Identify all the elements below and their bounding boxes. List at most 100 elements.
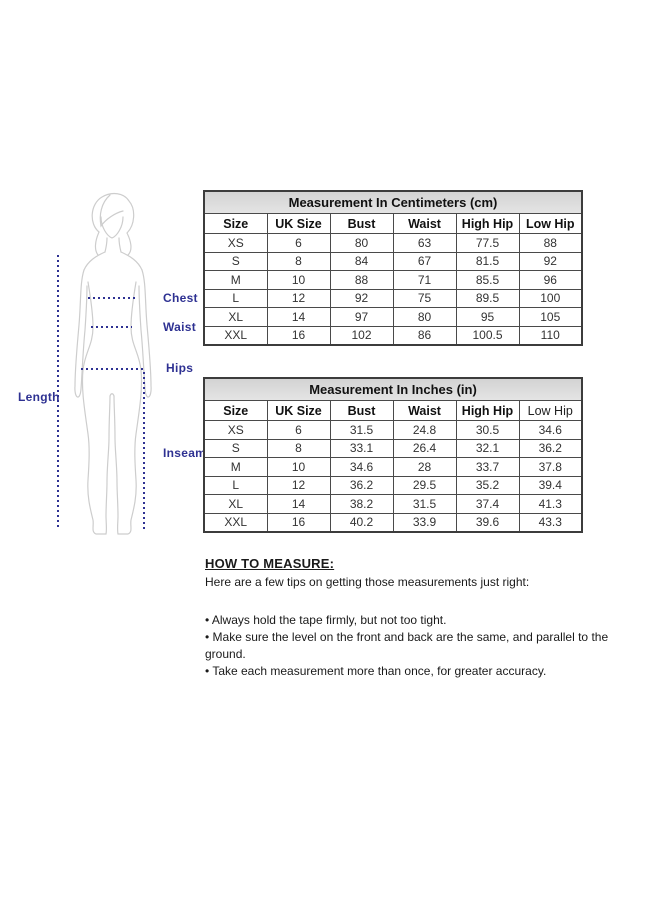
table-row: M 10 34.6 28 33.7 37.8: [203, 457, 583, 477]
column-header: UK Size: [266, 213, 331, 234]
table-cell: XXL: [203, 512, 268, 533]
measurement-tip: Make sure the level on the front and bac…: [205, 629, 645, 663]
table-cell: 102: [329, 325, 394, 346]
table-cell: XS: [203, 233, 268, 253]
column-header: Low Hip: [518, 213, 583, 234]
table-cell: 33.1: [329, 438, 394, 458]
length-label: Length: [18, 390, 60, 404]
cm-table-header-row: Size UK Size Bust Waist High Hip Low Hip: [203, 213, 583, 234]
column-header: Bust: [329, 400, 394, 421]
inches-table-title-row: Measurement In Inches (in): [203, 377, 583, 401]
measurement-tip: Always hold the tape firmly, but not too…: [205, 612, 645, 629]
table-row: XXL 16 102 86 100.5 110: [203, 325, 583, 346]
table-cell: L: [203, 475, 268, 495]
table-cell: 8: [266, 438, 331, 458]
table-row: XXL 16 40.2 33.9 39.6 43.3: [203, 512, 583, 533]
table-cell: 24.8: [392, 420, 457, 440]
table-cell: 100: [518, 288, 583, 308]
table-cell: 84: [329, 251, 394, 271]
column-header: High Hip: [455, 213, 520, 234]
body-figure-illustration: [57, 192, 152, 535]
how-to-measure-heading: HOW TO MEASURE:: [205, 556, 335, 571]
table-cell: S: [203, 438, 268, 458]
table-cell: 34.6: [329, 457, 394, 477]
table-cell: 37.4: [455, 494, 520, 514]
chest-label: Chest: [163, 291, 198, 305]
inseam-label: Inseam: [163, 446, 207, 460]
table-cell: 41.3: [518, 494, 583, 514]
table-cell: 105: [518, 307, 583, 327]
table-cell: 85.5: [455, 270, 520, 290]
table-cell: 8: [266, 251, 331, 271]
table-cell: 32.1: [455, 438, 520, 458]
table-cell: 16: [266, 325, 331, 346]
table-cell: 92: [329, 288, 394, 308]
table-row: S 8 33.1 26.4 32.1 36.2: [203, 438, 583, 458]
table-cell: 31.5: [329, 420, 394, 440]
table-cell: 63: [392, 233, 457, 253]
table-cell: 10: [266, 270, 331, 290]
cm-table-body: XS 6 80 63 77.5 88 S 8 84 67 81.5 92 M 10 88 71 85.5 96 L 1…: [203, 233, 583, 346]
measurement-tips-list: Always hold the tape firmly, but not too…: [205, 612, 645, 680]
table-cell: 37.8: [518, 457, 583, 477]
table-cell: 75: [392, 288, 457, 308]
table-row: XL 14 38.2 31.5 37.4 41.3: [203, 494, 583, 514]
how-to-measure-intro: Here are a few tips on getting those mea…: [205, 575, 530, 589]
table-cell: 43.3: [518, 512, 583, 533]
table-row: XL 14 97 80 95 105: [203, 307, 583, 327]
inches-table-body: XS 6 31.5 24.8 30.5 34.6 S 8 33.1 26.4 32.1 36.2 M 10…: [203, 420, 583, 533]
table-cell: 36.2: [518, 438, 583, 458]
table-cell: 33.9: [392, 512, 457, 533]
inches-table-header-row: Size UK Size Bust Waist High Hip Low Hip: [203, 400, 583, 421]
inches-table-title: Measurement In Inches (in): [203, 377, 583, 401]
table-cell: 97: [329, 307, 394, 327]
column-header: Waist: [392, 213, 457, 234]
table-cell: 16: [266, 512, 331, 533]
table-cell: 12: [266, 475, 331, 495]
table-row: L 12 92 75 89.5 100: [203, 288, 583, 308]
table-cell: 29.5: [392, 475, 457, 495]
table-cell: 80: [329, 233, 394, 253]
table-cell: 10: [266, 457, 331, 477]
table-cell: 71: [392, 270, 457, 290]
table-cell: M: [203, 270, 268, 290]
table-cell: 31.5: [392, 494, 457, 514]
table-row: L 12 36.2 29.5 35.2 39.4: [203, 475, 583, 495]
table-cell: 88: [518, 233, 583, 253]
table-row: S 8 84 67 81.5 92: [203, 251, 583, 271]
cm-table-title-row: Measurement In Centimeters (cm): [203, 190, 583, 214]
column-header: Low Hip: [518, 400, 583, 421]
table-cell: 95: [455, 307, 520, 327]
table-cell: L: [203, 288, 268, 308]
table-cell: 33.7: [455, 457, 520, 477]
table-cell: 96: [518, 270, 583, 290]
measurement-lines: [57, 255, 145, 532]
column-header: UK Size: [266, 400, 331, 421]
measurement-tip: Take each measurement more than once, fo…: [205, 663, 645, 680]
table-row: XS 6 31.5 24.8 30.5 34.6: [203, 420, 583, 440]
table-cell: 110: [518, 325, 583, 346]
table-cell: 92: [518, 251, 583, 271]
table-cell: 28: [392, 457, 457, 477]
table-cell: 6: [266, 420, 331, 440]
table-row: XS 6 80 63 77.5 88: [203, 233, 583, 253]
table-cell: 38.2: [329, 494, 394, 514]
table-cell: M: [203, 457, 268, 477]
table-cell: 14: [266, 307, 331, 327]
column-header: Bust: [329, 213, 394, 234]
table-cell: 80: [392, 307, 457, 327]
cm-table-title: Measurement In Centimeters (cm): [203, 190, 583, 214]
waist-label: Waist: [163, 320, 197, 334]
table-cell: 88: [329, 270, 394, 290]
table-cell: 39.4: [518, 475, 583, 495]
table-cell: XS: [203, 420, 268, 440]
table-cell: 35.2: [455, 475, 520, 495]
column-header: Size: [203, 213, 268, 234]
table-cell: 40.2: [329, 512, 394, 533]
table-cell: 30.5: [455, 420, 520, 440]
table-cell: 26.4: [392, 438, 457, 458]
woman-outline: [74, 192, 152, 535]
table-cell: 39.6: [455, 512, 520, 533]
table-cell: 86: [392, 325, 457, 346]
